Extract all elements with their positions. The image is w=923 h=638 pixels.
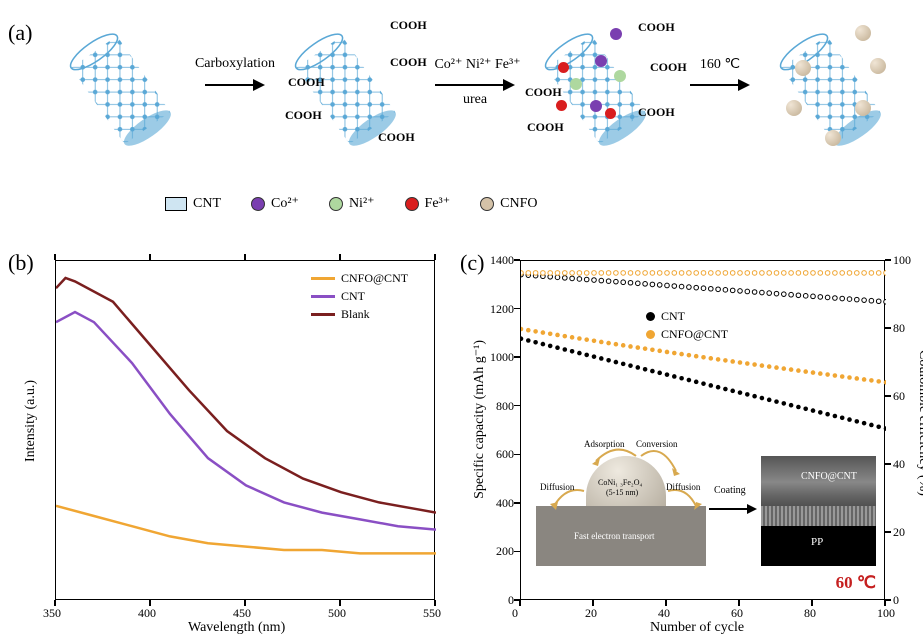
co-ion [595, 55, 607, 67]
cnfo-np [855, 100, 871, 116]
arrow-3 [690, 75, 750, 95]
temp-label: 60 ℃ [836, 573, 876, 593]
chart-c-legend: CNT CNFO@CNT [646, 309, 728, 342]
legend-co: Co²⁺ [271, 195, 299, 212]
cnfo-np [855, 25, 871, 41]
cooh-label: COOH [527, 120, 564, 135]
sem-bottom: PP [811, 536, 823, 548]
chart-c-plot: CNT CNFO@CNT Adsorption Conversion Diffu… [520, 260, 885, 600]
cnfo-np [870, 58, 886, 74]
cnfo-np [786, 100, 802, 116]
ni-swatch [329, 197, 343, 211]
cnt-swatch [165, 197, 187, 211]
legend-c-cnt: CNT [661, 309, 685, 324]
chart-c: CNT CNFO@CNT Adsorption Conversion Diffu… [520, 260, 885, 600]
cooh-label: COOH [638, 105, 675, 120]
legend-cnfo-cnt: CNFO@CNT [341, 271, 408, 286]
inset-size: (5-15 nm) [606, 488, 638, 497]
arrow-1 [205, 75, 265, 95]
cooh-label: COOH [285, 108, 322, 123]
fe-ion [605, 108, 616, 119]
fe-swatch [405, 197, 419, 211]
inset-diffusion-r: Diffusion [666, 482, 700, 492]
legend-fe: Fe³⁺ [425, 195, 451, 212]
co-ion [590, 100, 602, 112]
panel-b-label: (b) [8, 250, 34, 276]
cooh-label: COOH [390, 55, 427, 70]
step-temp: 160 ℃ [695, 56, 745, 73]
panel-a-label: (a) [8, 20, 32, 46]
co-ion [610, 28, 622, 40]
cooh-label: COOH [525, 85, 562, 100]
legend-cnt: CNT [193, 196, 221, 212]
legend-cnt-b: CNT [341, 289, 365, 304]
cooh-label: COOH [650, 60, 687, 75]
step-carboxylation: Carboxylation [190, 56, 280, 72]
cnt-cooh [270, 15, 425, 170]
inset-diffusion-l: Diffusion [540, 482, 574, 492]
chart-b-legend: CNFO@CNT CNT Blank [311, 271, 408, 322]
cooh-label: COOH [288, 75, 325, 90]
step-urea: urea [455, 92, 495, 108]
cooh-label: COOH [390, 18, 427, 33]
cnt-pristine [45, 15, 200, 170]
fe-ion [558, 62, 569, 73]
cnfo-np [795, 60, 811, 76]
legend-ni: Ni²⁺ [349, 195, 375, 212]
cnt-cnfo [755, 15, 910, 170]
coating-label: Coating [714, 485, 746, 496]
cnfo-np [825, 130, 841, 146]
schematic-legend: CNT Co²⁺ Ni²⁺ Fe³⁺ CNFO [165, 195, 537, 212]
ni-ion [614, 70, 626, 82]
chart-b-plot: CNFO@CNT CNT Blank [55, 260, 435, 600]
chart-b: CNFO@CNT CNT Blank Intensity (a.u.) Wave… [55, 260, 435, 600]
cnfo-swatch [480, 197, 494, 211]
chart-c-xlabel: Number of cycle [650, 620, 744, 636]
inset-transport: Fast electron transport [574, 531, 654, 541]
legend-c-cnfo: CNFO@CNT [661, 327, 728, 342]
sem-top: CNFO@CNT [801, 471, 857, 482]
fe-ion [556, 100, 567, 111]
chart-c-ylabel-right: Coulombic efficiency (%) [915, 350, 923, 496]
inset-diagram: Adsorption Conversion Diffusion Diffusio… [536, 436, 706, 566]
chart-b-ylabel: Intensity (a.u.) [23, 380, 39, 462]
legend-blank: Blank [341, 307, 370, 322]
inset-particle: CoNi₁ ₃Fe₂O₄ [598, 478, 642, 487]
inset-sem: CNFO@CNT PP [761, 456, 876, 566]
coating-arrow [709, 501, 757, 517]
panel-c-label: (c) [460, 250, 484, 276]
legend-cnfo: CNFO [500, 196, 537, 212]
ni-ion [570, 78, 582, 90]
inset-conversion: Conversion [636, 439, 678, 449]
cooh-label: COOH [378, 130, 415, 145]
chart-b-xlabel: Wavelength (nm) [188, 620, 285, 636]
cooh-label: COOH [638, 20, 675, 35]
co-swatch [251, 197, 265, 211]
step-ions: Co²⁺ Ni²⁺ Fe³⁺ [430, 56, 525, 73]
inset-adsorption: Adsorption [584, 439, 625, 449]
